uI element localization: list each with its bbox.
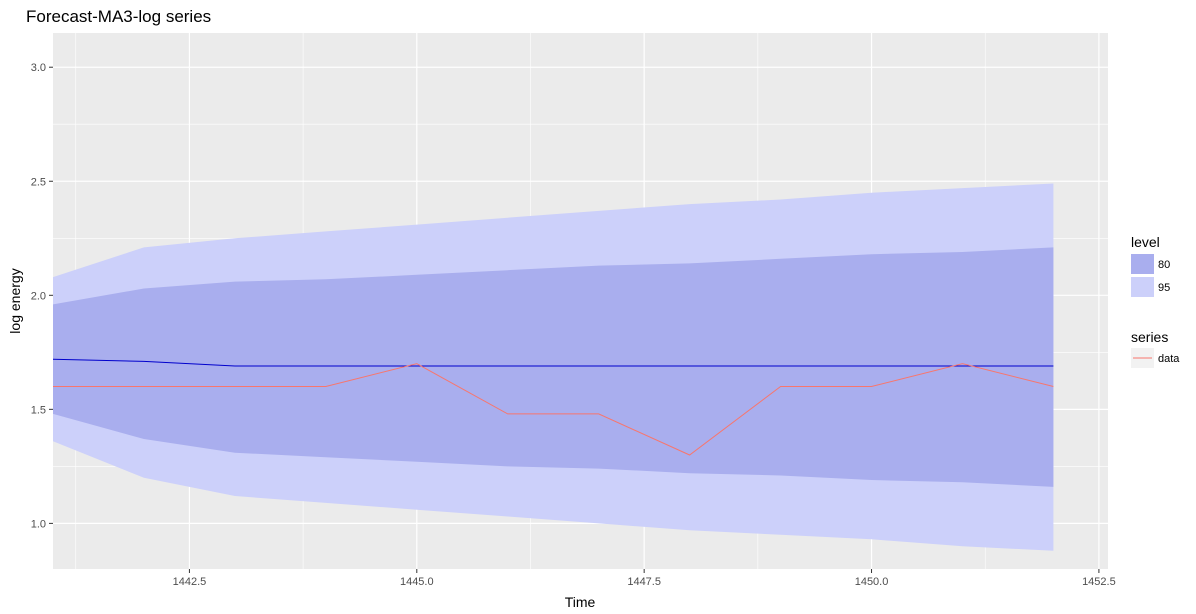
series-line-data xyxy=(53,363,1054,456)
x-axis: 1442.5 1445.0 1447.5 1450.0 1452.5 xyxy=(173,569,1116,588)
x-tick-label-0: 1442.5 xyxy=(173,576,207,588)
x-tick-label-1: 1445.0 xyxy=(400,576,434,588)
legend-series-title: series xyxy=(1131,329,1168,345)
y-tick-label-0: 1.0 xyxy=(31,518,46,530)
forecast-bands xyxy=(53,183,1054,551)
legend-key-level-95 xyxy=(1131,277,1154,297)
y-tick-label-2: 2.0 xyxy=(31,290,46,302)
y-axis: 1.0 1.5 2.0 2.5 3.0 xyxy=(31,62,53,530)
x-tick-label-4: 1452.5 xyxy=(1082,576,1116,588)
legend: level 80 95 series data xyxy=(1131,234,1180,368)
forecast-mean-line xyxy=(52,358,1054,367)
legend-key-level-80 xyxy=(1131,254,1154,274)
x-tick-label-2: 1447.5 xyxy=(627,576,661,588)
y-tick-label-4: 3.0 xyxy=(31,62,46,74)
legend-label-level-80: 80 xyxy=(1158,259,1170,271)
legend-label-level-95: 95 xyxy=(1158,282,1170,294)
series-lines xyxy=(52,358,1054,456)
y-axis-title: log energy xyxy=(7,268,23,333)
x-axis-title: Time xyxy=(565,594,596,610)
x-tick-label-3: 1450.0 xyxy=(855,576,889,588)
chart-title: Forecast-MA3-log series xyxy=(26,7,211,26)
legend-label-series-data: data xyxy=(1158,353,1180,365)
band-level-80 xyxy=(53,247,1054,487)
y-tick-label-3: 2.5 xyxy=(31,176,46,188)
legend-level-title: level xyxy=(1131,234,1160,250)
y-tick-label-1: 1.5 xyxy=(31,404,46,416)
